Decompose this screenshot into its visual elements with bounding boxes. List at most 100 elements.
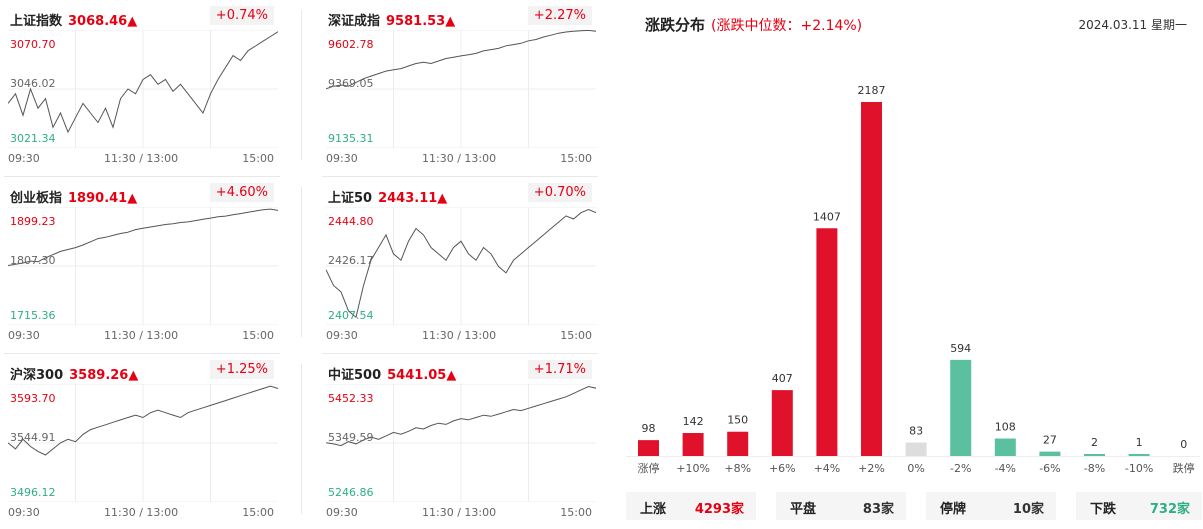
index-price: 3068.46▲ <box>68 14 138 29</box>
bar-value-label: 407 <box>772 372 793 385</box>
intraday-sparkline <box>8 207 278 325</box>
index-price: 3589.26▲ <box>69 368 139 383</box>
category-label: 涨停 <box>638 461 660 475</box>
bar-value-label: 594 <box>950 342 971 355</box>
index-name: 上证指数 3068.46▲ <box>10 10 137 29</box>
axis-mid: 5349.59 <box>328 431 374 444</box>
distribution-bar-chart: 98 涨停 142 +10% 150 +8% 407 +6% 1407 +4% 2187 +2% 83 0… <box>626 84 1200 475</box>
price-line <box>8 208 278 266</box>
trade-date: 2024.03.11 星期一 <box>1078 18 1187 32</box>
distribution-bar <box>1039 451 1061 456</box>
time-close: 15:00 <box>560 152 592 165</box>
distribution-bar <box>638 440 659 456</box>
axis-low: 9135.31 <box>328 132 374 145</box>
price-line <box>8 31 278 134</box>
index-change: +1.25% <box>209 360 274 379</box>
index-card[interactable]: 中证500 5441.05▲ +1.71% 5452.33 5349.59 5246.86… <box>318 354 598 529</box>
index-name: 深证成指 9581.53▲ <box>328 10 455 29</box>
time-close: 15:00 <box>560 506 592 519</box>
axis-high: 5452.33 <box>328 392 374 405</box>
index-title: 创业板指 <box>10 191 63 206</box>
index-card[interactable]: 上证指数 3068.46▲ +0.74% 3070.70 3046.02 3021.34 0… <box>0 0 280 175</box>
bar-value-label: 142 <box>683 415 704 428</box>
axis-low: 3021.34 <box>10 132 56 145</box>
divider <box>4 353 280 354</box>
time-open: 09:30 <box>8 506 40 519</box>
summary-value: 10家 <box>1012 502 1044 517</box>
index-title: 沪深300 <box>10 368 64 383</box>
bar-value-label: 2 <box>1091 436 1098 449</box>
distribution-bar <box>816 228 838 456</box>
distribution-bar <box>1128 454 1150 456</box>
category-label: +4% <box>814 462 841 475</box>
index-price: 1890.41▲ <box>68 191 138 206</box>
intraday-sparkline <box>326 207 596 325</box>
index-title: 上证50 <box>328 191 373 206</box>
intraday-sparkline <box>326 384 596 502</box>
time-mid: 11:30 / 13:00 <box>104 506 179 519</box>
divider <box>301 10 302 160</box>
distribution-bar <box>727 431 749 456</box>
index-price: 2443.11▲ <box>378 191 448 206</box>
bar-value-label: 83 <box>909 425 923 438</box>
intraday-sparkline <box>326 30 596 148</box>
summary-label: 上涨 <box>640 502 667 517</box>
index-change: +0.70% <box>527 183 592 202</box>
summary-value: 4293家 <box>694 502 744 517</box>
category-label: -10% <box>1125 462 1153 475</box>
divider <box>301 364 302 514</box>
index-card[interactable]: 创业板指 1890.41▲ +4.60% 1899.23 1807.30 1715.36 0… <box>0 177 280 352</box>
distribution-bar <box>994 438 1016 456</box>
distribution-title: 涨跌分布 <box>645 16 706 34</box>
index-price: 9581.53▲ <box>386 14 456 29</box>
divider <box>322 353 598 354</box>
index-title: 深证成指 <box>328 14 381 29</box>
divider <box>301 187 302 337</box>
time-open: 09:30 <box>8 329 40 342</box>
intraday-sparkline <box>8 384 278 502</box>
category-label: -2% <box>950 462 971 475</box>
time-mid: 11:30 / 13:00 <box>104 152 179 165</box>
category-label: -4% <box>995 462 1016 475</box>
time-open: 09:30 <box>326 329 358 342</box>
axis-high: 3593.70 <box>10 392 56 405</box>
divider <box>322 176 598 177</box>
time-open: 09:30 <box>326 506 358 519</box>
axis-low: 2407.54 <box>328 309 374 322</box>
bar-value-label: 1407 <box>813 210 841 223</box>
index-title: 上证指数 <box>10 14 63 29</box>
index-change: +4.60% <box>209 183 274 202</box>
distribution-bar <box>771 390 793 456</box>
axis-high: 9602.78 <box>328 38 374 51</box>
index-card[interactable]: 沪深300 3589.26▲ +1.25% 3593.70 3544.91 3496.12… <box>0 354 280 529</box>
time-mid: 11:30 / 13:00 <box>422 152 497 165</box>
bar-value-label: 98 <box>642 422 656 435</box>
category-label: +10% <box>676 462 710 475</box>
intraday-sparkline <box>8 30 278 148</box>
axis-mid: 9369.05 <box>328 77 374 90</box>
summary-flat: 平盘 83家 <box>776 492 906 520</box>
axis-low: 3496.12 <box>10 486 56 499</box>
price-line <box>326 385 596 447</box>
axis-high: 2444.80 <box>328 215 374 228</box>
summary-up: 上涨 4293家 <box>626 492 756 520</box>
distribution-bar <box>1084 454 1105 456</box>
time-close: 15:00 <box>242 506 274 519</box>
index-name: 上证50 2443.11▲ <box>328 187 447 206</box>
distribution-bar <box>950 359 972 456</box>
summary-value: 83家 <box>862 502 894 517</box>
index-card[interactable]: 上证50 2443.11▲ +0.70% 2444.80 2426.17 2407.54 0… <box>318 177 598 352</box>
time-open: 09:30 <box>8 152 40 165</box>
axis-mid: 3046.02 <box>10 77 56 90</box>
bar-value-label: 150 <box>727 414 748 427</box>
index-name: 中证500 5441.05▲ <box>328 364 456 383</box>
index-card[interactable]: 深证成指 9581.53▲ +2.27% 9602.78 9369.05 9135.31 0… <box>318 0 598 175</box>
bar-value-label: 108 <box>995 421 1016 434</box>
index-name: 沪深300 3589.26▲ <box>10 364 138 383</box>
distribution-bar <box>682 433 704 456</box>
axis-low: 5246.86 <box>328 486 374 499</box>
time-mid: 11:30 / 13:00 <box>422 329 497 342</box>
summary-down: 下跌 732家 <box>1076 492 1202 520</box>
divider <box>4 176 280 177</box>
category-label: 0% <box>907 462 924 475</box>
